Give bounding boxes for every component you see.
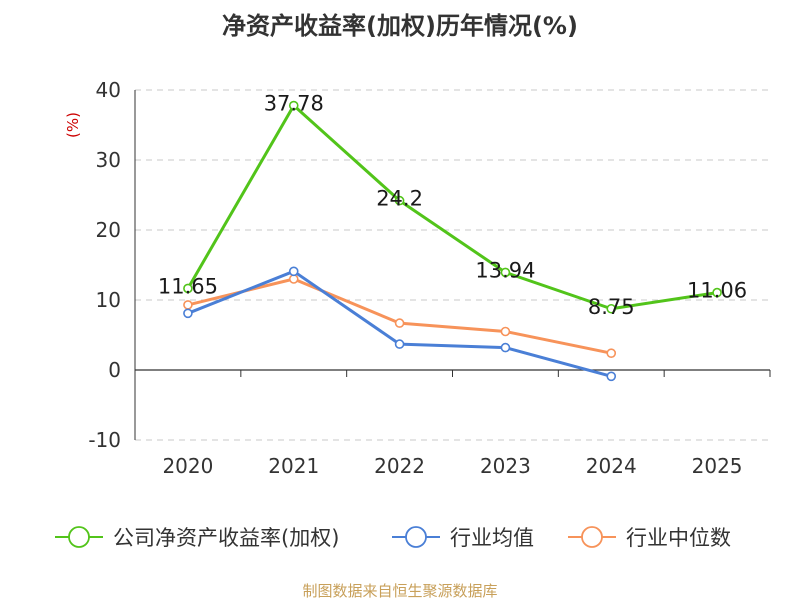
data-point[interactable]	[288, 100, 299, 111]
y-tick-label: 30	[96, 148, 121, 172]
chart-title: 净资产收益率(加权)历年情况(%)	[222, 12, 578, 40]
data-point[interactable]	[394, 339, 405, 349]
data-point[interactable]	[183, 308, 193, 319]
data-labels: 11.65 37.78 24.2 13.94 8.75 11.06	[158, 92, 747, 319]
x-tick-label: 2021	[268, 454, 319, 478]
legend-marker	[68, 526, 90, 548]
data-point[interactable]	[606, 371, 617, 382]
x-tick-label: 2024	[586, 454, 637, 478]
data-label: 11.65	[158, 274, 218, 298]
axes	[134, 90, 771, 440]
series-layer	[183, 100, 722, 382]
x-axis-ticks: 2020 2021 2022 2023 2024 2025	[162, 454, 742, 478]
data-point[interactable]	[288, 266, 299, 277]
x-tick-label: 2025	[692, 454, 743, 478]
x-tick-label: 2022	[374, 454, 425, 478]
y-axis-unit-label: (%)	[64, 112, 82, 138]
source-note: 制图数据来自恒生聚源数据库	[302, 582, 497, 600]
data-point[interactable]	[606, 348, 617, 359]
data-point[interactable]	[288, 274, 299, 284]
series-0	[183, 100, 722, 314]
legend-marker	[405, 526, 427, 548]
data-label: 13.94	[475, 258, 535, 282]
data-label: 8.75	[588, 295, 635, 319]
series-2	[183, 274, 617, 359]
legend-label: 行业中位数	[626, 526, 731, 550]
data-point[interactable]	[712, 287, 722, 298]
y-tick-label: 0	[108, 358, 121, 382]
data-point[interactable]	[500, 342, 511, 353]
data-point[interactable]	[183, 283, 193, 294]
y-tick-label: -10	[88, 428, 121, 452]
x-tick-label: 2023	[480, 454, 531, 478]
legend: 公司净资产收益率(加权) 行业均值 行业中位数	[55, 526, 731, 550]
data-point[interactable]	[183, 300, 193, 310]
data-point[interactable]	[606, 303, 617, 314]
data-label: 11.06	[687, 279, 747, 303]
y-tick-label: 10	[96, 288, 121, 312]
data-point[interactable]	[500, 267, 511, 278]
data-point[interactable]	[394, 318, 405, 328]
x-tick-label: 2020	[162, 454, 213, 478]
legend-marker	[581, 526, 603, 548]
y-tick-label: 40	[96, 78, 121, 102]
legend-item-2[interactable]: 行业中位数	[568, 526, 731, 550]
legend-item-0[interactable]: 公司净资产收益率(加权)	[55, 526, 339, 550]
data-label: 37.78	[264, 92, 324, 116]
series-line	[186, 104, 719, 311]
y-tick-label: 20	[96, 218, 121, 242]
legend-item-1[interactable]: 行业均值	[392, 526, 534, 550]
data-point[interactable]	[500, 326, 511, 337]
gridlines	[135, 89, 770, 441]
y-axis-ticks: 40 30 20 10 0 -10	[88, 78, 121, 452]
data-point[interactable]	[394, 195, 405, 206]
series-1	[183, 266, 617, 382]
legend-label: 行业均值	[450, 526, 534, 550]
data-label: 24.2	[376, 187, 423, 211]
legend-label: 公司净资产收益率(加权)	[113, 526, 339, 550]
